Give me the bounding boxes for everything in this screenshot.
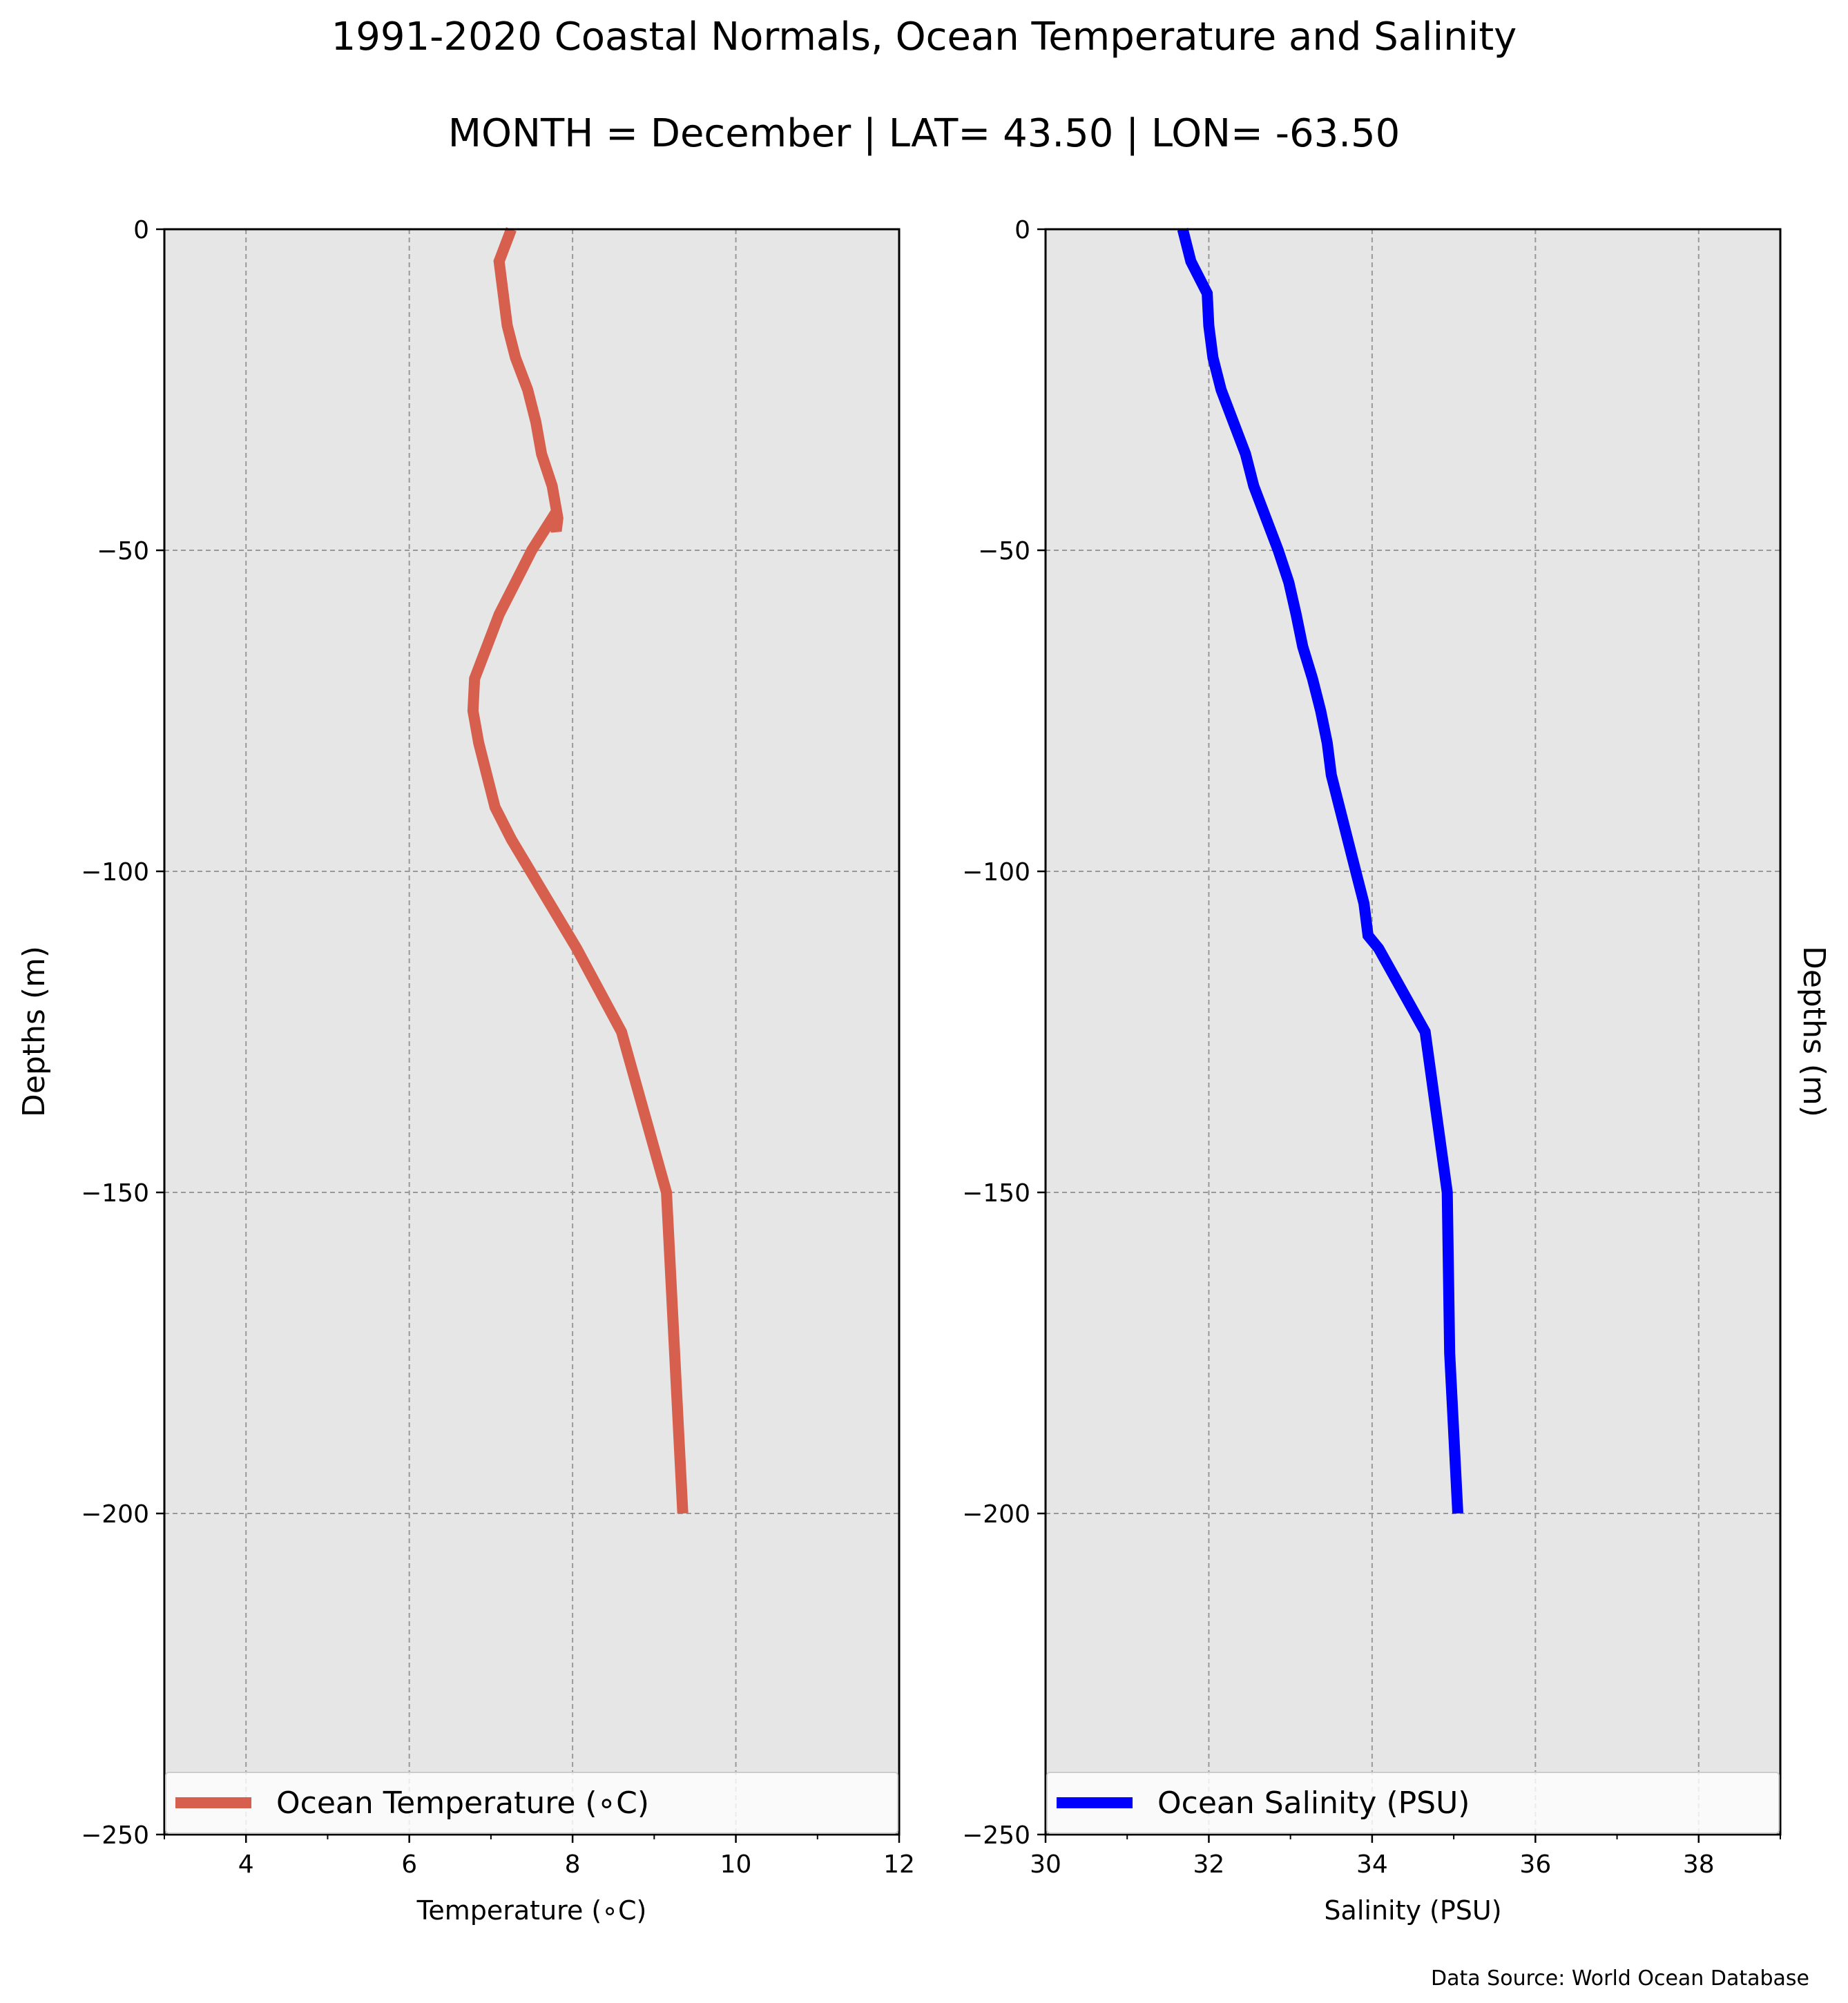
salinity-y-axis-label: Depths (m) <box>1796 946 1831 1117</box>
temperature-panel: 4 6 8 10 12 0 −50 −100 −150 −200 −250 Temperature (… <box>17 216 915 1926</box>
salinity-legend-label: Ocean Salinity (PSU) <box>1157 1786 1470 1821</box>
temperature-x-tick-label: 12 <box>883 1850 915 1879</box>
temperature-legend: Ocean Temperature (∘C) <box>165 1772 898 1834</box>
temperature-y-tick-label: −150 <box>81 1179 149 1208</box>
salinity-x-tick-label: 36 <box>1519 1850 1551 1879</box>
data-source-note: Data Source: World Ocean Database <box>1431 1966 1809 1991</box>
chart-subtitle: MONTH = December | LAT= 43.50 | LON= -63… <box>448 111 1401 156</box>
salinity-y-tick-label: −250 <box>962 1821 1030 1850</box>
temperature-legend-label: Ocean Temperature (∘C) <box>276 1786 649 1821</box>
temperature-y-tick-label: −200 <box>81 1500 149 1529</box>
salinity-y-tick-label: −150 <box>962 1179 1030 1208</box>
salinity-x-tick-label: 32 <box>1193 1850 1225 1879</box>
salinity-x-tick-label: 30 <box>1030 1850 1061 1879</box>
temperature-axes-frame <box>163 228 901 1836</box>
salinity-y-tick-label: −50 <box>978 537 1030 565</box>
salinity-plot-area <box>1046 229 1780 1835</box>
temperature-y-tick-label: −250 <box>81 1821 149 1850</box>
salinity-y-tick-label: −100 <box>962 858 1030 887</box>
temperature-y-tick-label: −100 <box>81 858 149 887</box>
temperature-x-axis-label: Temperature (∘C) <box>416 1895 647 1926</box>
temperature-plot-area <box>164 229 899 1835</box>
salinity-legend-box <box>1046 1772 1780 1834</box>
chart-title: 1991-2020 Coastal Normals, Ocean Tempera… <box>331 14 1517 59</box>
temperature-x-tick-label: 10 <box>720 1850 752 1879</box>
temperature-x-tick-label: 8 <box>565 1850 581 1879</box>
temperature-x-tick-label: 4 <box>238 1850 254 1879</box>
temperature-y-tick-label: 0 <box>133 216 149 244</box>
temperature-series-line <box>467 227 689 1514</box>
salinity-y-tick-label: 0 <box>1014 216 1030 244</box>
salinity-series-line <box>1177 228 1463 1514</box>
plots-container: 4 6 8 10 12 0 −50 −100 −150 −200 −250 Temperature (… <box>17 216 1831 1926</box>
salinity-panel: 30 32 34 36 38 0 −50 −100 −150 −200 −250 Salinity (… <box>962 216 1831 1926</box>
salinity-legend: Ocean Salinity (PSU) <box>1046 1772 1780 1834</box>
temperature-y-axis-label: Depths (m) <box>17 946 52 1117</box>
temperature-y-tick-label: −50 <box>97 537 149 565</box>
temperature-legend-box <box>165 1772 898 1834</box>
salinity-x-tick-label: 38 <box>1683 1850 1715 1879</box>
salinity-y-tick-label: −200 <box>962 1500 1030 1529</box>
salinity-axes-frame <box>1044 228 1782 1836</box>
temperature-x-tick-label: 6 <box>401 1850 417 1879</box>
salinity-x-tick-label: 34 <box>1356 1850 1388 1879</box>
salinity-x-axis-label: Salinity (PSU) <box>1324 1895 1501 1926</box>
